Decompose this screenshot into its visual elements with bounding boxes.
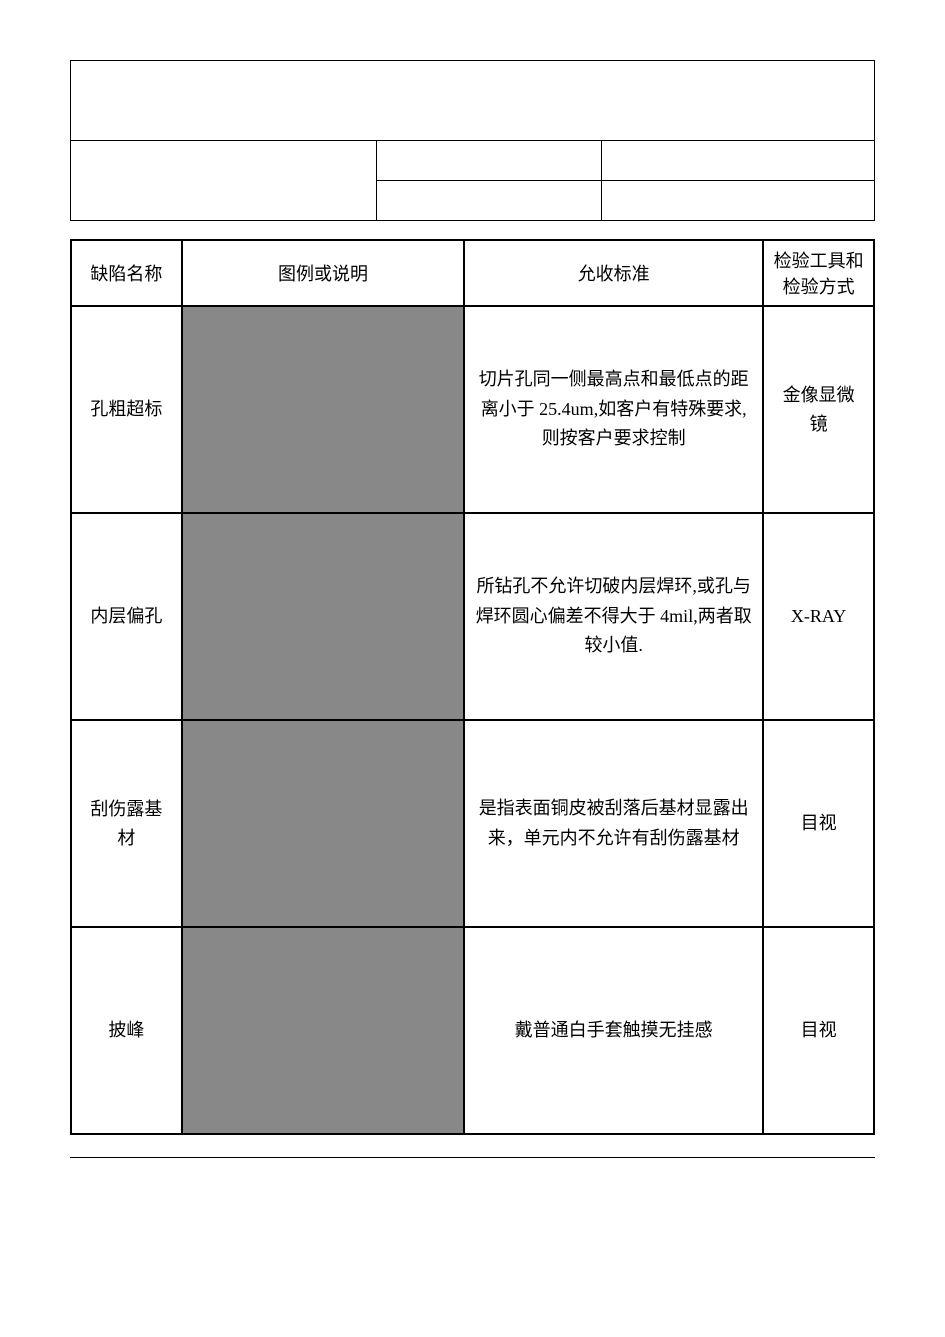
header-cell-mid-b (376, 181, 601, 221)
inspection-tool: 目视 (763, 720, 874, 927)
header-cell-mid-a (376, 141, 601, 181)
col-header-std: 允收标准 (464, 240, 763, 306)
header-table (70, 60, 875, 221)
acceptance-standard: 切片孔同一侧最高点和最低点的距离小于 25.4um,如客户有特殊要求,则按客户要… (464, 306, 763, 513)
defect-name: 披峰 (71, 927, 182, 1134)
defect-name: 刮伤露基材 (71, 720, 182, 927)
defect-image: L1:22.1um 孔壁粗糙 (182, 306, 464, 513)
table-row: 孔粗超标 L1:22.1um 孔壁粗糙 切片孔同一侧最高点和最低点的距离小于 2… (71, 306, 874, 513)
col-header-name: 缺陷名称 (71, 240, 182, 306)
acceptance-standard: 所钻孔不允许切破内层焊环,或孔与焊环圆心偏差不得大于 4mil,两者取较小值. (464, 513, 763, 720)
header-cell-right-b (601, 181, 874, 221)
defect-name: 内层偏孔 (71, 513, 182, 720)
table-row: 披峰 披锋 戴普通白手套触摸无挂感 目视 (71, 927, 874, 1134)
inspection-tool: 金像显微镜 (763, 306, 874, 513)
table-header-row: 缺陷名称 图例或说明 允收标准 检验工具和检验方式 (71, 240, 874, 306)
defect-name: 孔粗超标 (71, 306, 182, 513)
inspection-tool: 目视 (763, 927, 874, 1134)
table-row: 内层偏孔 所钻孔不允许切破内层焊环,或孔与焊环圆心偏差不得大于 4mil,两者取… (71, 513, 874, 720)
defect-image: 刮伤露基材 (182, 720, 464, 927)
col-header-tool: 检验工具和检验方式 (763, 240, 874, 306)
inspection-tool: X-RAY (763, 513, 874, 720)
defect-image (182, 513, 464, 720)
page-container: 缺陷名称 图例或说明 允收标准 检验工具和检验方式 孔粗超标 L1:22.1um… (70, 60, 875, 1158)
defect-image: 披锋 (182, 927, 464, 1134)
header-cell-left (71, 141, 377, 221)
header-row-1 (71, 61, 875, 141)
header-cell-right-a (601, 141, 874, 181)
acceptance-standard: 戴普通白手套触摸无挂感 (464, 927, 763, 1134)
defect-table: 缺陷名称 图例或说明 允收标准 检验工具和检验方式 孔粗超标 L1:22.1um… (70, 239, 875, 1135)
acceptance-standard: 是指表面铜皮被刮落后基材显露出来，单元内不允许有刮伤露基材 (464, 720, 763, 927)
col-header-img: 图例或说明 (182, 240, 464, 306)
table-row: 刮伤露基材 刮伤露基材 是指表面铜皮被刮落后基材显露出来，单元内不允许有刮伤露基… (71, 720, 874, 927)
